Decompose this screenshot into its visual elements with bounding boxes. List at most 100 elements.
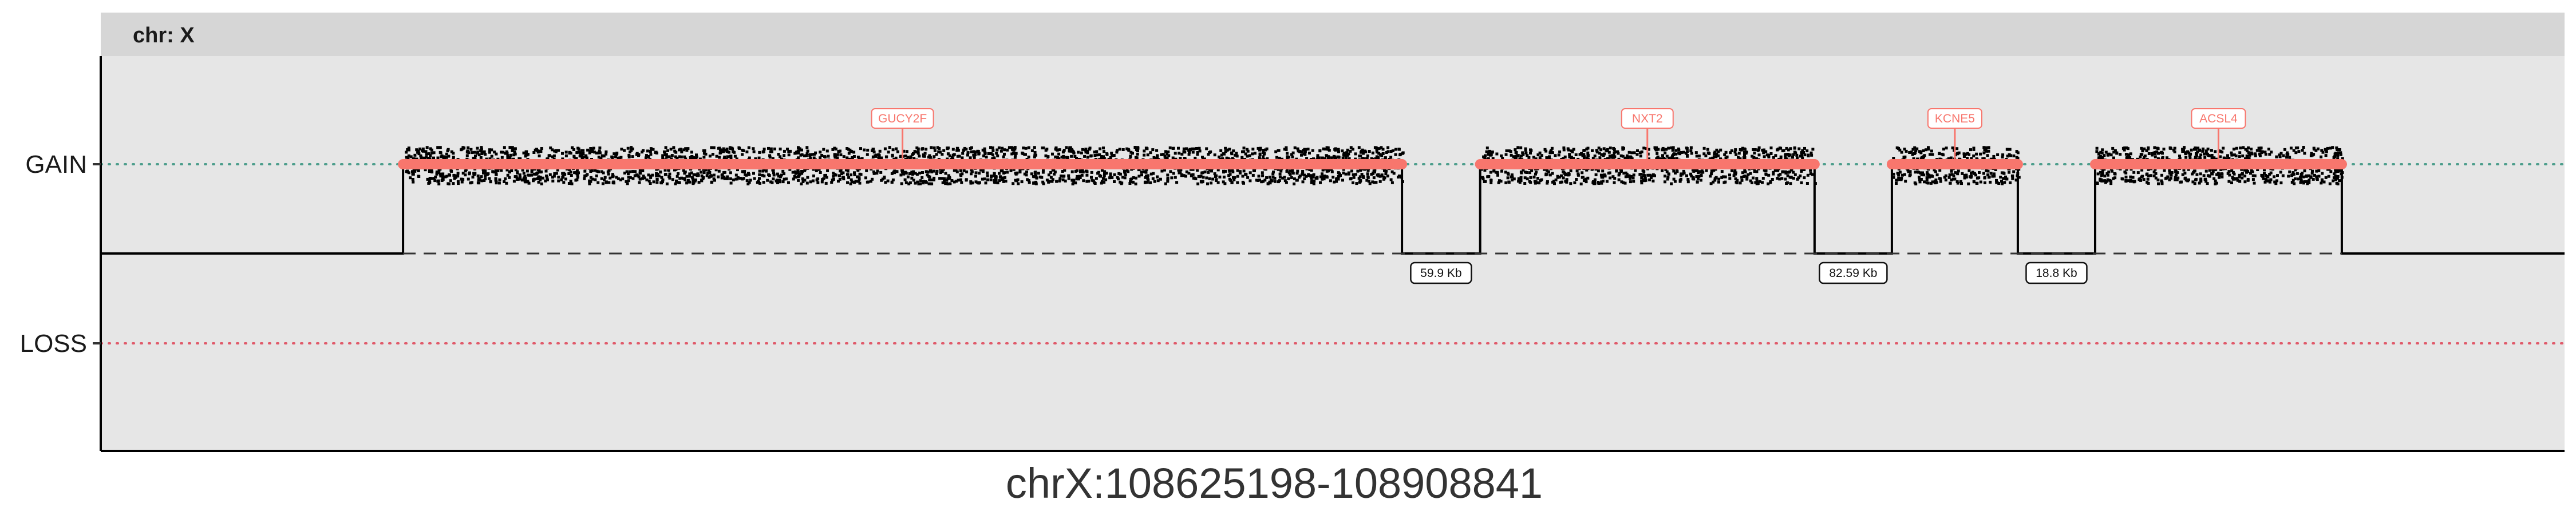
probe-point	[1900, 176, 1903, 180]
probe-point	[2183, 146, 2186, 149]
probe-point	[1319, 175, 1322, 179]
probe-point	[1801, 156, 1804, 160]
probe-point	[2168, 169, 2171, 172]
probe-point	[1027, 146, 1030, 149]
probe-point	[484, 177, 487, 181]
probe-point	[1367, 180, 1370, 183]
probe-point	[1792, 176, 1795, 180]
probe-point	[1238, 170, 1242, 173]
probe-point	[2153, 150, 2156, 154]
probe-point	[1085, 170, 1089, 173]
probe-point	[675, 175, 679, 178]
probe-point	[927, 156, 930, 159]
probe-point	[1785, 182, 1788, 185]
probe-point	[1939, 180, 1942, 183]
probe-point	[2111, 169, 2113, 173]
probe-point	[1697, 171, 1700, 175]
probe-point	[1064, 179, 1067, 183]
probe-point	[1546, 180, 1549, 183]
probe-point	[1514, 148, 1517, 152]
probe-point	[1311, 175, 1315, 179]
probe-point	[809, 180, 812, 184]
probe-point	[575, 171, 578, 174]
probe-point	[1633, 151, 1636, 154]
probe-point	[1246, 154, 1249, 158]
probe-point	[1378, 175, 1382, 178]
probe-point	[2310, 152, 2313, 155]
probe-point	[2329, 146, 2332, 150]
probe-point	[1772, 156, 1775, 159]
probe-point	[1488, 153, 1492, 157]
probe-point	[2226, 172, 2230, 175]
probe-point	[1983, 148, 1986, 152]
gene-label-box	[2191, 108, 2246, 129]
probe-point	[1068, 149, 1071, 153]
probe-point	[2124, 175, 2128, 179]
probe-point	[1809, 151, 1813, 154]
probe-point	[1916, 157, 1919, 161]
probe-point	[482, 171, 485, 175]
probe-point	[1214, 175, 1217, 178]
probe-point	[692, 182, 695, 185]
probe-point	[439, 173, 442, 177]
probe-point	[1755, 179, 1759, 183]
probe-point	[1764, 169, 1767, 172]
probe-point	[1969, 148, 1972, 152]
probe-point	[2293, 182, 2296, 185]
probe-point	[1295, 179, 1299, 182]
probe-point	[1607, 150, 1611, 154]
probe-point	[583, 169, 587, 173]
probe-point	[1967, 182, 1970, 185]
probe-point	[508, 171, 511, 174]
probe-point	[1291, 170, 1294, 173]
probe-point	[1110, 152, 1113, 155]
probe-point	[2193, 182, 2196, 185]
probe-point	[1115, 150, 1119, 154]
probe-point	[771, 181, 774, 184]
probe-point	[712, 173, 716, 177]
probe-point	[576, 173, 579, 177]
probe-point	[1228, 169, 1231, 173]
probe-point	[2279, 171, 2282, 174]
probe-point	[932, 178, 935, 181]
probe-point	[647, 179, 651, 183]
probe-point	[645, 178, 649, 181]
probe-point	[1743, 150, 1746, 154]
probe-point	[440, 154, 444, 157]
probe-point	[761, 173, 764, 177]
probe-point	[647, 173, 650, 177]
probe-point	[1305, 157, 1309, 160]
probe-point	[1955, 152, 1959, 156]
probe-point	[1634, 169, 1637, 172]
probe-point	[2186, 179, 2190, 183]
probe-point	[2129, 152, 2132, 156]
probe-point	[665, 153, 668, 156]
probe-point	[629, 170, 631, 173]
probe-point	[1371, 180, 1374, 184]
probe-point	[1740, 176, 1744, 179]
probe-point	[600, 170, 603, 173]
probe-point	[2297, 150, 2301, 153]
probe-point	[1149, 172, 1153, 176]
probe-point	[762, 181, 765, 184]
probe-point	[1291, 151, 1295, 154]
probe-point	[1930, 149, 1933, 153]
probe-point	[867, 180, 870, 184]
probe-point	[786, 148, 789, 150]
probe-point	[1065, 146, 1068, 149]
probe-point	[2259, 146, 2263, 150]
probe-point	[1938, 152, 1941, 156]
probe-point	[490, 148, 493, 152]
probe-point	[1191, 168, 1195, 171]
probe-point	[1198, 149, 1202, 153]
probe-point	[1049, 176, 1053, 179]
probe-point	[2002, 172, 2006, 175]
probe-point	[1717, 177, 1721, 181]
probe-point	[1378, 180, 1382, 183]
probe-point	[1372, 169, 1376, 173]
probe-point	[2111, 146, 2115, 150]
probe-point	[1333, 180, 1336, 184]
probe-point	[1342, 168, 1345, 171]
probe-point	[580, 155, 584, 159]
probe-point	[1522, 153, 1525, 156]
